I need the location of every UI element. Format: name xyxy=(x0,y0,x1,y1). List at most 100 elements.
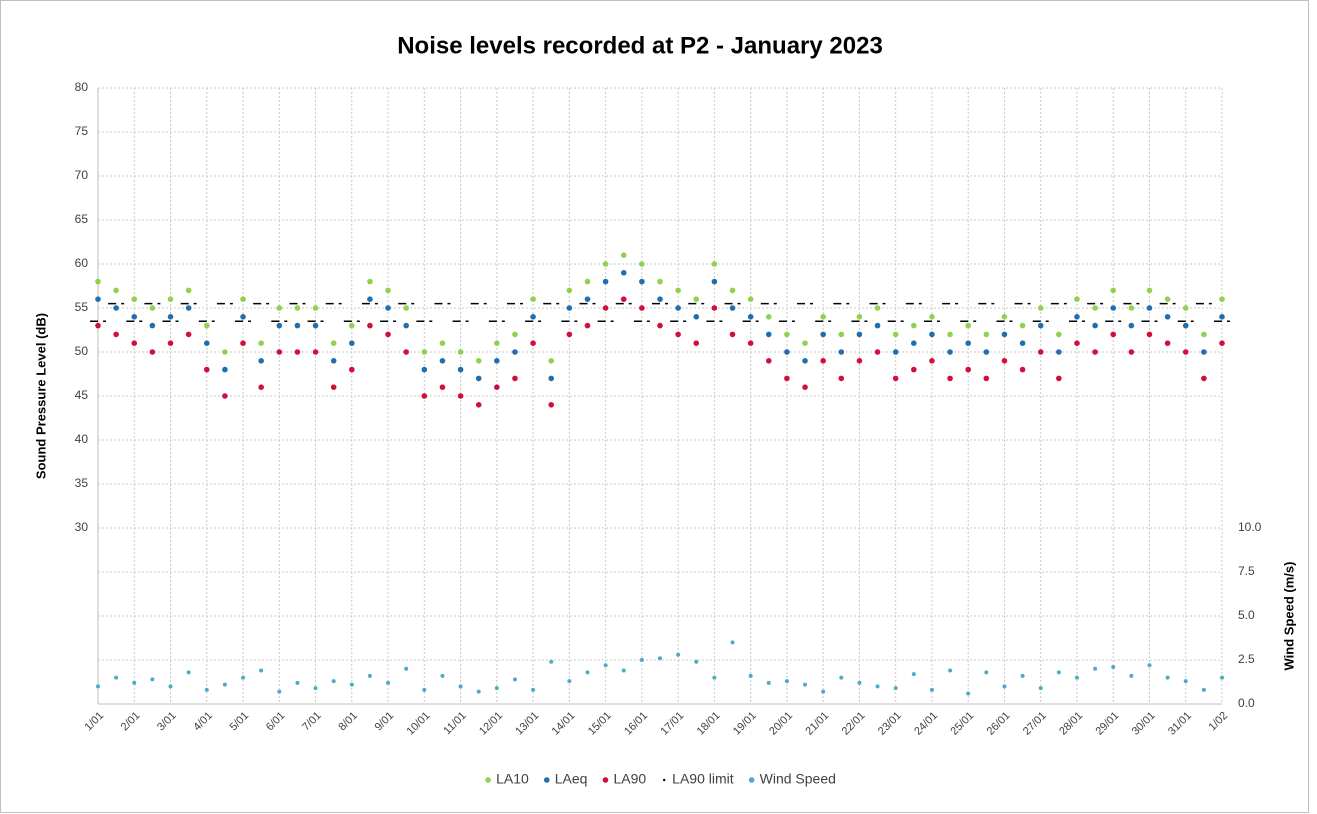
point xyxy=(911,672,916,677)
point xyxy=(711,278,718,285)
legend-item: Wind Speed xyxy=(748,771,836,787)
y2-axis-title: Wind Speed (m/s) xyxy=(1281,562,1296,671)
point xyxy=(1201,687,1206,692)
point xyxy=(602,261,609,267)
point xyxy=(330,358,337,364)
point xyxy=(312,305,319,311)
point xyxy=(185,287,192,294)
point xyxy=(114,675,119,680)
y-tick-label: 45 xyxy=(75,388,89,402)
point xyxy=(1074,296,1080,303)
point xyxy=(784,331,790,338)
legend-item: LA90 xyxy=(602,771,646,787)
point xyxy=(203,340,210,347)
point xyxy=(693,340,700,347)
legend-item: LAeq xyxy=(543,771,588,787)
point xyxy=(947,375,953,382)
point xyxy=(186,670,191,675)
legend-label: LA10 xyxy=(496,771,529,787)
y-tick-label: 70 xyxy=(75,168,89,182)
point xyxy=(168,684,173,689)
point xyxy=(385,305,391,311)
point xyxy=(313,686,318,691)
point xyxy=(675,305,681,311)
point xyxy=(167,296,174,303)
point xyxy=(1219,314,1225,320)
point xyxy=(367,673,372,678)
y-tick-label: 50 xyxy=(75,344,89,358)
point xyxy=(475,375,482,382)
point xyxy=(149,305,156,311)
point xyxy=(1129,673,1134,678)
point xyxy=(711,305,718,311)
point xyxy=(1201,349,1207,355)
y2-tick-label: 7.5 xyxy=(1238,564,1255,578)
y-tick-label: 35 xyxy=(75,476,89,490)
y-axis-title: Sound Pressure Level (dB) xyxy=(33,313,48,479)
point xyxy=(857,680,862,685)
point xyxy=(784,349,790,355)
point xyxy=(331,679,336,684)
point xyxy=(639,278,645,285)
point xyxy=(1092,305,1098,311)
point xyxy=(911,340,917,347)
point xyxy=(403,305,409,311)
point xyxy=(113,331,119,338)
point xyxy=(294,322,301,329)
point xyxy=(149,349,156,355)
point xyxy=(567,679,572,684)
point xyxy=(675,331,681,338)
legend-label: LA90 xyxy=(613,771,646,787)
point xyxy=(131,314,138,320)
point xyxy=(1001,331,1008,338)
point xyxy=(457,349,464,355)
point xyxy=(403,349,409,355)
point xyxy=(512,375,518,382)
point xyxy=(294,349,301,355)
point xyxy=(276,322,283,329)
legend-label: LA90 limit xyxy=(672,771,734,787)
point xyxy=(585,670,590,675)
point xyxy=(421,393,428,399)
point xyxy=(367,296,373,303)
point xyxy=(1219,340,1225,347)
point xyxy=(802,358,808,364)
point xyxy=(548,402,555,408)
point xyxy=(1056,375,1062,382)
point xyxy=(1019,366,1026,373)
point xyxy=(150,677,155,682)
point xyxy=(203,366,210,373)
point xyxy=(747,296,754,303)
point xyxy=(240,340,246,347)
point xyxy=(113,305,119,311)
legend-marker xyxy=(748,777,755,783)
point xyxy=(1164,314,1171,320)
y-tick-label: 40 xyxy=(75,432,89,446)
point xyxy=(512,349,518,355)
point xyxy=(856,331,863,338)
point xyxy=(349,682,354,687)
point xyxy=(893,686,898,691)
point xyxy=(1201,375,1207,382)
point xyxy=(131,296,138,303)
point xyxy=(965,340,971,347)
point xyxy=(1002,684,1007,689)
point xyxy=(167,340,174,347)
point xyxy=(422,687,427,692)
point xyxy=(240,314,246,320)
point xyxy=(404,666,409,671)
legend-marker xyxy=(602,777,609,783)
point xyxy=(294,305,301,311)
point xyxy=(439,340,446,347)
point xyxy=(748,673,753,678)
legend-label: LAeq xyxy=(555,771,588,787)
legend-marker xyxy=(543,777,550,783)
point xyxy=(494,358,500,364)
point xyxy=(494,686,499,691)
point xyxy=(1146,305,1153,311)
point xyxy=(1165,675,1170,680)
point xyxy=(1074,675,1079,680)
point xyxy=(277,689,282,694)
